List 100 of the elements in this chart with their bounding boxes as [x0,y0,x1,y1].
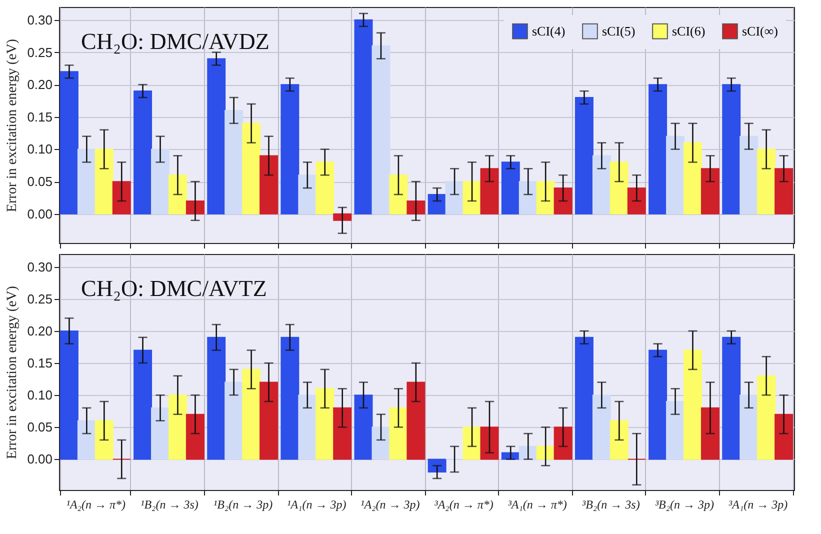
y-tick-label: 0.00 [27,206,52,222]
y-tick-label: 0.30 [27,259,52,274]
bar [316,162,334,214]
bar [260,155,278,214]
x-tick-label: ³A₁(n → 3p) [728,498,788,512]
y-tick-label: 0.15 [27,356,52,371]
bar [207,58,226,214]
y-tick-label: 0.10 [27,142,52,157]
bar [574,97,594,214]
bar [280,84,300,214]
bar [428,194,446,214]
bar [445,181,464,214]
bar [774,414,794,460]
bar [298,174,317,214]
bar [722,84,741,214]
y-tick-label: 0.05 [27,420,52,435]
bar [501,162,520,214]
bar [757,148,776,214]
x-tick-label: ¹A₂(n → π*) [66,498,126,512]
bar [610,162,628,214]
bar [372,426,390,460]
bar [333,213,352,221]
bar [700,407,720,460]
bar [406,382,426,460]
bar [554,426,572,460]
bar [280,336,300,460]
bar [151,407,170,460]
bar [151,148,170,214]
y-tick-label: 0.15 [27,109,52,124]
bar [700,168,720,214]
bar [372,45,390,214]
bar [462,181,482,214]
x-tick-label: ¹B₂(n → 3p) [214,498,273,512]
bar [554,188,572,214]
x-tick-label: ³A₂(n → π*) [434,498,494,512]
bar [224,110,244,214]
bar [112,181,131,214]
x-tick-label: ³A₁(n → π*) [508,498,567,512]
bar [722,336,741,460]
bar [186,414,204,460]
y-axis-title: Error in excitation energy (eV) [5,286,20,460]
bar [406,200,426,214]
y-tick-label: 0.25 [27,291,52,306]
bar [462,426,482,460]
y-tick-label: 0.20 [27,77,52,92]
x-tick-label: ¹A₂(n → 3p) [360,498,420,512]
bar [94,420,114,460]
bar [333,407,352,460]
bar [168,174,187,214]
bar [480,426,499,460]
bar [428,458,446,473]
x-tick-label: ³B₂(n → 3p) [654,498,714,512]
y-tick-label: 0.25 [27,44,52,60]
y-tick-label: 0.20 [27,323,52,338]
y-tick-label: 0.10 [27,388,52,403]
bar [610,420,628,460]
bar [242,368,261,460]
legend-label: sCI(6) [672,23,706,38]
legend-label: sCI(5) [602,23,636,38]
bar [684,142,702,214]
bar [389,174,408,214]
bar [666,136,685,214]
text: CH₂O: DMC/AVDZ [81,29,270,54]
bar [260,382,278,460]
bar [774,168,794,214]
bar [684,350,702,460]
bar [648,84,668,214]
bar [60,330,78,460]
legend-label: sCI(∞) [742,23,778,38]
bar [77,148,96,214]
bar [186,200,204,214]
legend-label: sCI(4) [532,23,566,38]
bar [354,19,373,214]
bar [60,71,78,214]
bar [740,136,758,214]
y-tick-label: 0.00 [27,452,52,467]
bar [518,181,538,214]
x-tick-label: ³B₂(n → 3s) [582,498,640,512]
bar [648,350,668,460]
y-tick-label: 0.30 [27,12,52,28]
bar [316,388,334,460]
bar [592,394,611,460]
bar [134,90,152,214]
bar [77,420,96,460]
x-tick-label: ¹B₂(n → 3s) [140,498,198,512]
bar [94,148,114,214]
bar [354,394,373,460]
bar [134,350,152,460]
y-axis-title: Error in excitation energy (eV) [5,38,20,212]
text: CH₂O: DMC/AVTZ [81,276,267,301]
bar [627,188,646,214]
bar [666,401,685,460]
bar [536,181,555,214]
bar [389,407,408,460]
bar [207,336,226,460]
y-tick-label: 0.05 [27,174,52,190]
bar [480,168,499,214]
bar [574,336,594,460]
bar [168,394,187,460]
bar [224,382,244,460]
